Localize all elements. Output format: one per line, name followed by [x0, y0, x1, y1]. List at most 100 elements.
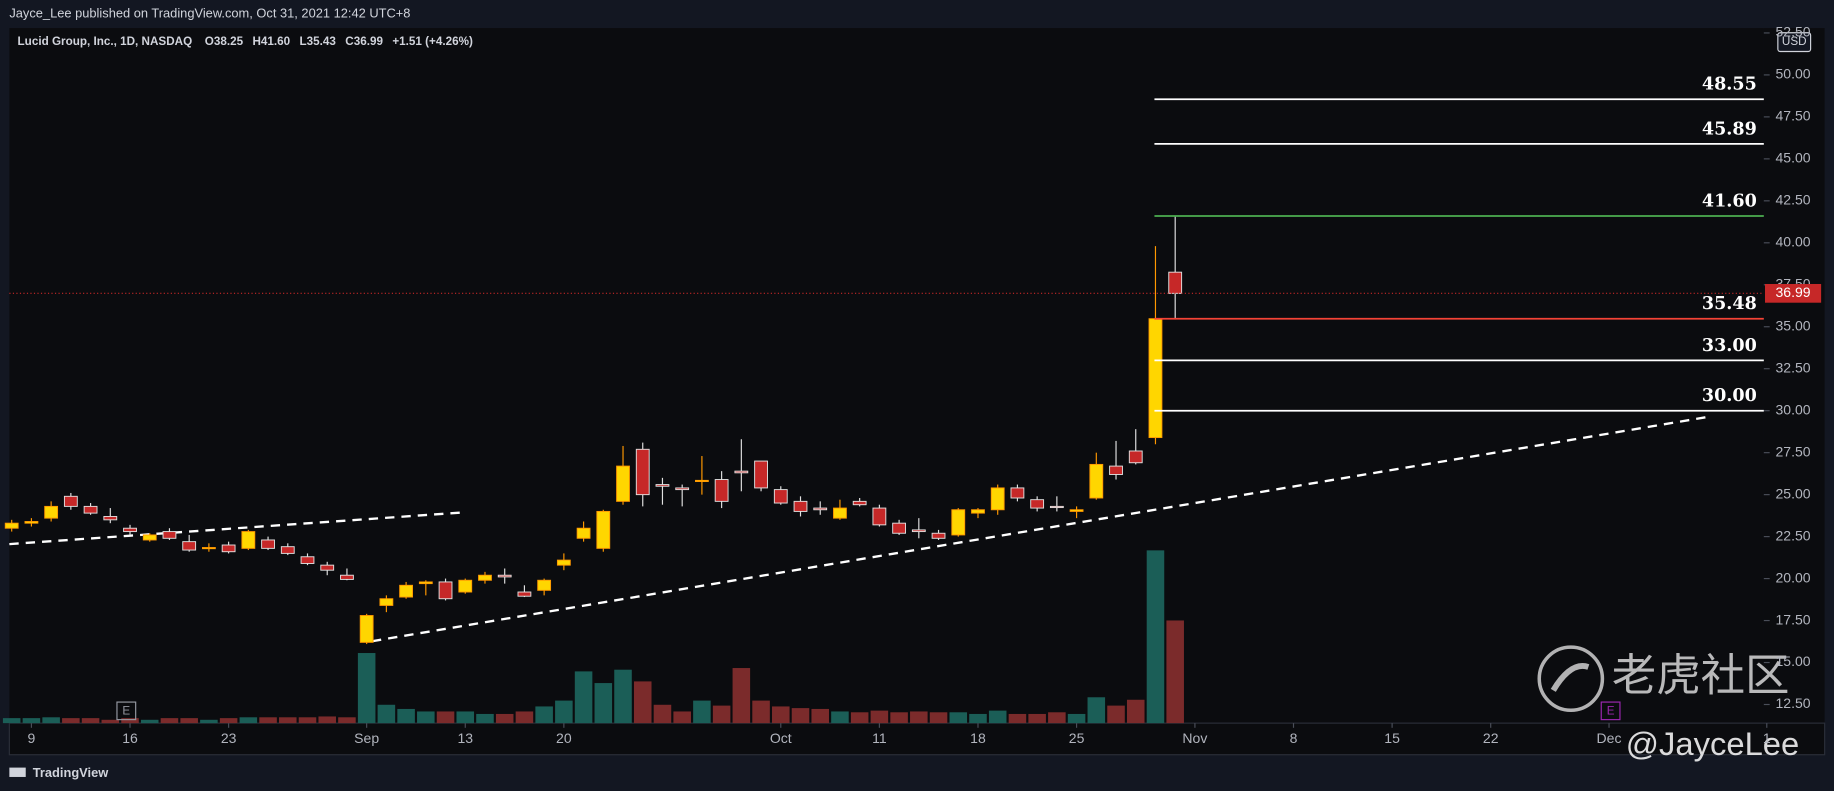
candle-body: [63, 495, 78, 507]
volume-bar: [653, 704, 672, 724]
published-note: Jayce_Lee published on TradingView.com, …: [9, 5, 410, 20]
watermark-handle: @JayceLee: [1626, 725, 1799, 762]
candle-body: [754, 460, 768, 489]
volume-bar: [1008, 713, 1027, 724]
legend: Lucid Group, Inc., 1D, NASDAQ O38.25 H41.…: [18, 35, 473, 48]
y-tick-label: 52.50: [1776, 24, 1811, 40]
candle-body: [4, 522, 19, 529]
volume-bar: [121, 718, 139, 724]
x-tick-label: 20: [556, 730, 572, 746]
candle-body: [931, 532, 946, 539]
y-tick-label: 47.50: [1776, 108, 1811, 124]
candle-body: [103, 515, 118, 521]
candle-body: [971, 509, 985, 514]
x-tick-label: 23: [221, 730, 237, 746]
candle-body: [340, 574, 354, 580]
currency: USD: [1782, 35, 1807, 48]
volume-bar: [752, 700, 770, 724]
volume-bar: [515, 711, 534, 724]
volume-bar: [62, 718, 80, 724]
x-tick-label: 1: [1763, 730, 1771, 746]
legend-value: L35.43: [300, 35, 337, 48]
candle-body: [1128, 450, 1143, 464]
volume-bar: [338, 717, 356, 724]
volume-bar: [673, 711, 691, 724]
candle-body: [280, 546, 295, 554]
volume-bar: [693, 700, 711, 724]
volume-bar: [101, 719, 120, 724]
volume-bar: [633, 681, 652, 724]
candle-body: [813, 507, 828, 511]
candle-body: [478, 574, 492, 581]
candle-body: [123, 527, 137, 533]
candle-body: [241, 531, 256, 549]
candle-body: [201, 547, 216, 550]
earnings-marker[interactable]: [1600, 701, 1621, 721]
candle-body: [911, 529, 926, 533]
candle-body: [655, 484, 670, 487]
watermark-logo: [1550, 663, 1590, 692]
candle-body: [695, 479, 709, 483]
earnings-marker[interactable]: [116, 701, 137, 721]
watermark-logo: [1537, 645, 1605, 713]
x-tick-label: 16: [122, 730, 138, 746]
candle-body: [1030, 499, 1045, 509]
volume-bar: [456, 711, 475, 724]
candle-body: [142, 534, 157, 541]
volume-bar: [298, 717, 317, 724]
volume-bar: [555, 700, 573, 724]
volume-bar: [81, 718, 100, 724]
y-tick-label: 25.00: [1776, 485, 1811, 501]
volume-bar: [1048, 712, 1066, 724]
watermark-text: 老虎社区: [1612, 651, 1790, 700]
legend-value: C36.99: [345, 35, 383, 48]
last-price-box: [1764, 283, 1822, 303]
level-label: 35.48: [1702, 294, 1757, 314]
y-tick-label: 12.50: [1776, 695, 1811, 711]
volume-bar: [1146, 550, 1165, 724]
candle-body: [162, 531, 177, 539]
x-tick-label: 25: [1069, 730, 1085, 746]
volume-bar: [417, 711, 435, 724]
x-tick-label: 15: [1384, 730, 1400, 746]
y-tick-label: 17.50: [1776, 611, 1811, 627]
candle-body: [793, 500, 808, 512]
candle-body: [576, 527, 591, 539]
volume-bar: [910, 711, 928, 724]
candle-body: [635, 448, 650, 496]
volume-bar: [732, 668, 751, 724]
volume-bar: [2, 718, 21, 724]
volume-bar: [594, 683, 613, 724]
candle-body: [537, 579, 552, 591]
volume-bar: [988, 710, 1007, 724]
candle-body: [418, 581, 433, 585]
volume-bar: [436, 711, 455, 724]
candle-body: [596, 510, 611, 549]
volume-bar: [831, 711, 849, 724]
volume-bar: [22, 718, 41, 724]
volume-bar: [811, 708, 829, 724]
candle-body: [951, 509, 966, 536]
candle-body: [1109, 465, 1123, 475]
candle-body: [734, 470, 749, 474]
volume-bar: [357, 653, 376, 724]
candle-body: [261, 539, 275, 549]
volume-bar: [279, 717, 297, 724]
candle-body: [320, 564, 335, 571]
level-label: 45.89: [1702, 119, 1757, 139]
candle-body: [44, 505, 59, 519]
volume-bar: [1028, 713, 1046, 724]
candle-body: [221, 544, 236, 553]
price-axis: [1763, 28, 1825, 724]
candle-body: [438, 581, 453, 600]
level-label: 30.00: [1702, 386, 1757, 406]
volume-bar: [219, 718, 238, 724]
level-label: 41.60: [1702, 191, 1757, 211]
candle-body: [872, 507, 887, 526]
last-price-label: 36.99: [1776, 284, 1811, 300]
volume-bar: [160, 718, 179, 724]
volume-bar: [239, 717, 258, 724]
candle-body: [359, 615, 374, 643]
brand[interactable]: TradingView: [33, 765, 109, 780]
currency-box: [1777, 32, 1812, 53]
